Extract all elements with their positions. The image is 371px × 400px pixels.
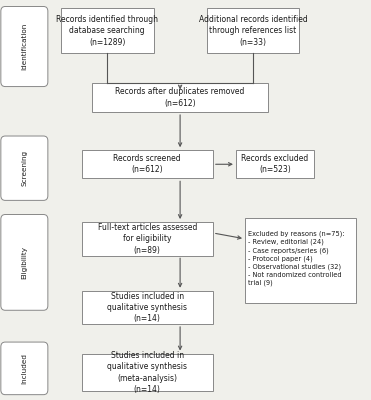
- FancyBboxPatch shape: [92, 83, 269, 112]
- Text: Additional records identified
through references list
(n=33): Additional records identified through re…: [198, 15, 307, 47]
- Text: Studies included in
qualitative synthesis
(meta-analysis)
(n=14): Studies included in qualitative synthesi…: [107, 351, 187, 394]
- FancyBboxPatch shape: [236, 150, 314, 178]
- Text: Full-text articles assessed
for eligibility
(n=89): Full-text articles assessed for eligibil…: [98, 223, 197, 255]
- FancyBboxPatch shape: [82, 150, 213, 178]
- FancyBboxPatch shape: [1, 6, 48, 86]
- Text: Excluded by reasons (n=75):
- Review, editorial (24)
- Case reports/series (6)
-: Excluded by reasons (n=75): - Review, ed…: [248, 231, 344, 286]
- Text: Records identified through
database searching
(n=1289): Records identified through database sear…: [56, 15, 158, 47]
- FancyBboxPatch shape: [1, 136, 48, 200]
- Text: Identification: Identification: [22, 23, 27, 70]
- Text: Eligibility: Eligibility: [22, 246, 27, 279]
- FancyBboxPatch shape: [82, 354, 213, 391]
- Text: Screening: Screening: [22, 150, 27, 186]
- Text: Included: Included: [22, 353, 27, 384]
- FancyBboxPatch shape: [1, 342, 48, 395]
- FancyBboxPatch shape: [82, 291, 213, 324]
- Text: Studies included in
qualitative synthesis
(n=14): Studies included in qualitative synthesi…: [107, 292, 187, 324]
- FancyBboxPatch shape: [82, 222, 213, 256]
- Text: Records after duplicates removed
(n=612): Records after duplicates removed (n=612): [115, 87, 245, 108]
- FancyBboxPatch shape: [1, 214, 48, 310]
- Text: Records excluded
(n=523): Records excluded (n=523): [241, 154, 308, 174]
- Text: Records screened
(n=612): Records screened (n=612): [114, 154, 181, 174]
- FancyBboxPatch shape: [207, 8, 299, 53]
- FancyBboxPatch shape: [61, 8, 154, 53]
- FancyBboxPatch shape: [245, 218, 356, 303]
